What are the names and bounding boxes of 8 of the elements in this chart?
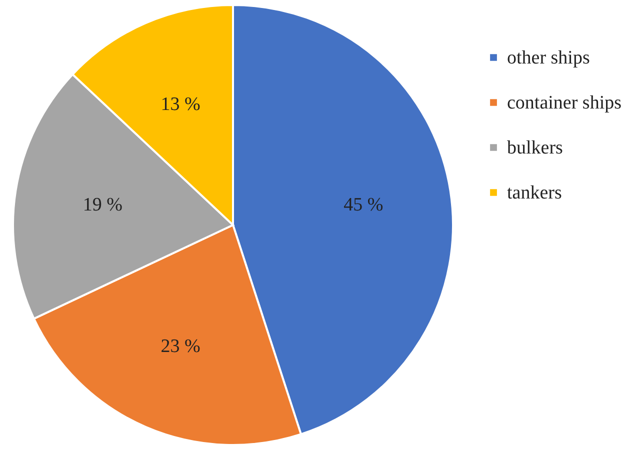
data-label: 19 % <box>82 194 123 216</box>
data-label: 45 % <box>344 194 384 216</box>
legend-label: tankers <box>507 182 562 204</box>
data-label: 23 % <box>160 336 201 358</box>
legend-label: container ships <box>507 92 622 114</box>
data-label: 13 % <box>160 94 201 115</box>
legend-label: other ships <box>507 48 590 68</box>
legend-label: bulkers <box>507 138 563 158</box>
